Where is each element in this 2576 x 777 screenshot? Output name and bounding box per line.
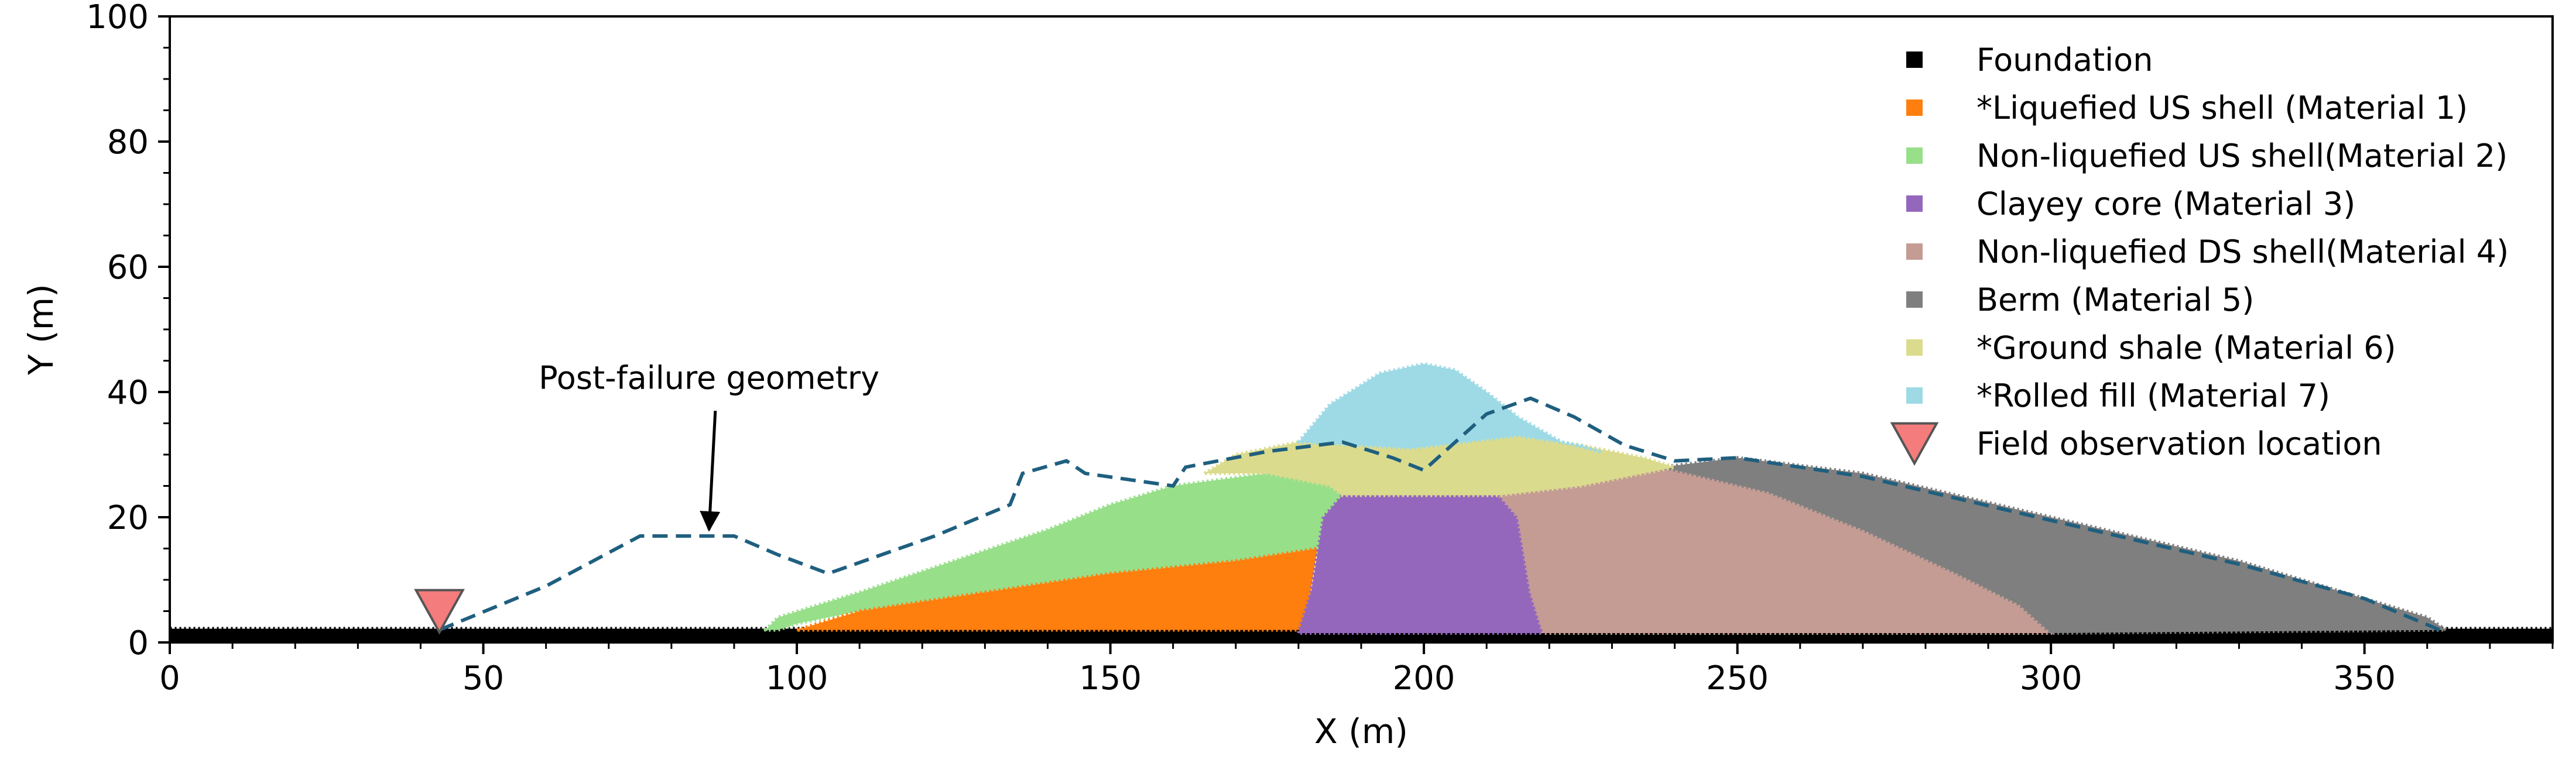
- observation-markers: [414, 589, 465, 635]
- legend-swatch: [1906, 99, 1923, 116]
- x-tick-label: 150: [1079, 659, 1142, 697]
- y-tick-label: 60: [107, 249, 149, 287]
- legend-swatch: [1906, 387, 1923, 404]
- x-tick-label: 50: [463, 659, 504, 697]
- y-tick-label: 80: [107, 123, 149, 161]
- legend-swatch: [1906, 51, 1923, 68]
- legend-item-foundation: Foundation: [1906, 42, 2153, 78]
- observation-marker: [414, 589, 465, 635]
- y-tick-label: 40: [107, 374, 149, 412]
- legend-label: Non-liquefied DS shell(Material 4): [1976, 233, 2509, 270]
- legend-label: Non-liquefied US shell(Material 2): [1976, 137, 2508, 174]
- y-tick-label: 100: [86, 0, 149, 36]
- region-material6: [1203, 434, 1677, 497]
- region-material3: [1296, 493, 1545, 635]
- legend-label: *Rolled fill (Material 7): [1976, 377, 2330, 414]
- y-tick-label: 20: [107, 499, 149, 537]
- x-tick-label: 300: [2020, 659, 2082, 697]
- legend-item-material4: Non-liquefied DS shell(Material 4): [1906, 233, 2509, 270]
- legend-label: *Liquefied US shell (Material 1): [1976, 90, 2468, 126]
- failure-geometry: [439, 396, 2441, 632]
- x-tick-label: 250: [1706, 659, 1769, 697]
- legend-item-material5: Berm (Material 5): [1906, 281, 2254, 318]
- annotation-text: Post-failure geometry: [539, 360, 879, 397]
- post-failure-line: [439, 396, 2441, 632]
- x-tick-label: 0: [159, 659, 180, 697]
- legend-swatch: [1906, 339, 1923, 356]
- axes: 0 50 100 150 200 250 300 350 0 20 40 60 80 100 X (m) Y …: [21, 0, 2554, 751]
- plot-area: [170, 362, 2553, 642]
- legend-item-material2: Non-liquefied US shell(Material 2): [1906, 137, 2508, 174]
- annotations: Post-failure geometry: [539, 360, 879, 532]
- legend-swatch: [1906, 147, 1923, 164]
- legend-swatch: [1906, 291, 1923, 308]
- annotation-arrow: [700, 410, 721, 532]
- y-tick-label: 0: [128, 624, 149, 662]
- legend-item-material7: *Rolled fill (Material 7): [1906, 377, 2330, 414]
- y-axis-label: Y (m): [21, 284, 61, 376]
- legend-item-observation: Field observation location: [1890, 422, 2382, 466]
- legend-label: *Ground shale (Material 6): [1976, 329, 2396, 366]
- legend-swatch: [1906, 195, 1923, 212]
- region-material2: [763, 465, 1363, 632]
- legend-swatch: [1906, 243, 1923, 260]
- legend-item-material6: *Ground shale (Material 6): [1906, 329, 2396, 366]
- legend-label: Clayey core (Material 3): [1976, 185, 2355, 222]
- legend-label: Berm (Material 5): [1976, 281, 2254, 318]
- legend-triangle-marker: [1890, 422, 1939, 466]
- legend: Foundation *Liquefied US shell (Material …: [1890, 42, 2509, 466]
- x-tick-label: 350: [2333, 659, 2396, 697]
- legend-item-material1: *Liquefied US shell (Material 1): [1906, 90, 2468, 126]
- x-tick-label: 100: [766, 659, 828, 697]
- x-tick-label: 200: [1393, 659, 1455, 697]
- region-material7: [1296, 362, 1601, 453]
- legend-label: Field observation location: [1976, 425, 2382, 462]
- x-axis-label: X (m): [1314, 711, 1408, 751]
- legend-item-material3: Clayey core (Material 3): [1906, 185, 2355, 222]
- material-regions: [170, 362, 2553, 642]
- legend-label: Foundation: [1976, 42, 2153, 78]
- region-material5: [1660, 456, 2448, 635]
